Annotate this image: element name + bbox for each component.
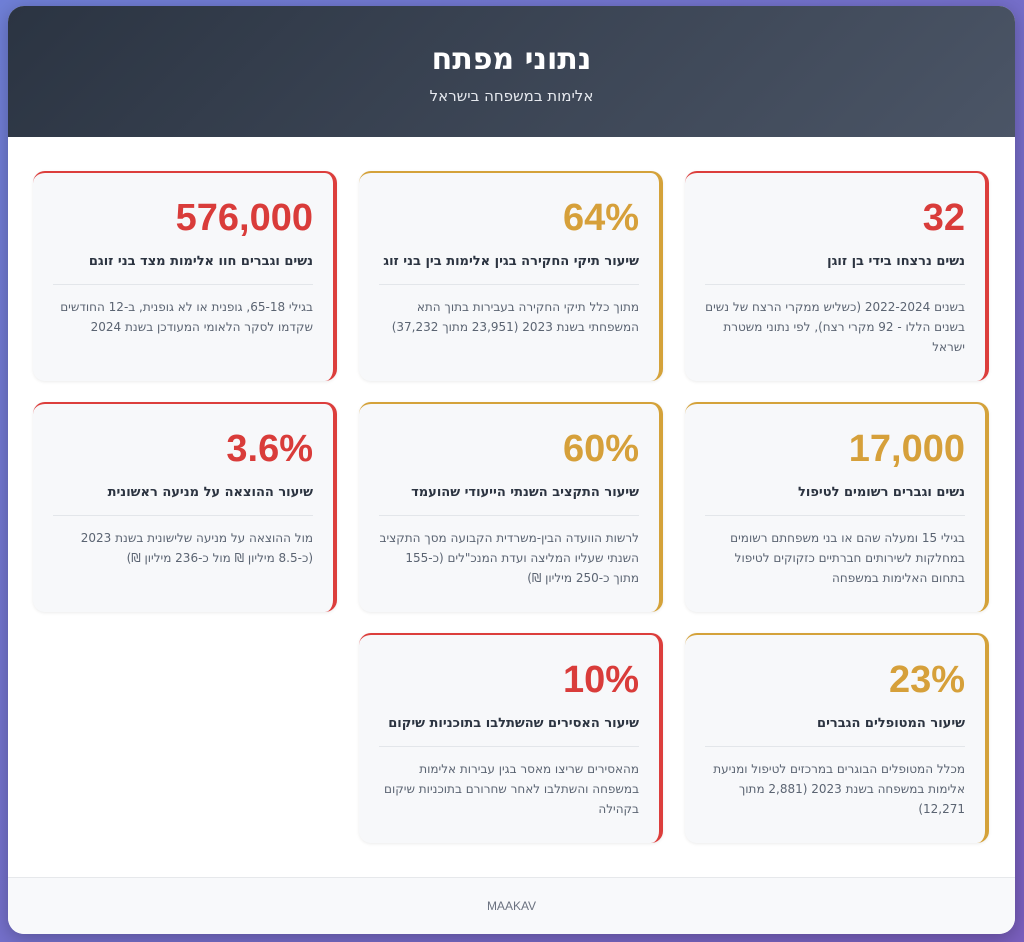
stat-card-registered-treatment: 17,000 נשים וגברים רשומים לטיפול בגילי 1… xyxy=(685,402,989,612)
stat-description: בגילי 65-18, גופנית או לא גופנית, ב-12 ה… xyxy=(60,300,313,334)
stat-description: מול ההוצאה על מניעה שלישונית בשנת 2023 (… xyxy=(80,531,313,565)
page-subtitle: אלימות במשפחה בישראל xyxy=(429,87,594,105)
stat-description: מהאסירים שריצו מאסר בגין עבירות אלימות ב… xyxy=(384,762,639,816)
divider xyxy=(705,515,965,516)
stat-card-primary-prevention: 3.6% שיעור ההוצאה על מניעה ראשונית מול ה… xyxy=(33,402,337,612)
stat-description: בגילי 15 ומעלה שהם או בני משפחתם רשומים … xyxy=(730,531,965,585)
stat-title: שיעור ההוצאה על מניעה ראשונית xyxy=(107,485,313,500)
divider xyxy=(705,746,965,747)
stats-grid: 32 נשים נרצחו בידי בן זוגן בשנים 2022-20… xyxy=(8,137,1015,846)
divider xyxy=(705,284,965,285)
stat-card-male-patients: 23% שיעור המטופלים הגברים מכלל המטופלים … xyxy=(685,633,989,843)
stat-value: 10% xyxy=(562,659,639,701)
divider xyxy=(379,746,639,747)
stat-description: לרשות הוועדה הבין-משרדית הקבועה מסך התקצ… xyxy=(379,531,640,585)
divider xyxy=(53,284,313,285)
stat-card-investigation-files: 64% שיעור תיקי החקירה בגין אלימות בין בנ… xyxy=(359,171,663,381)
stat-value: 3.6% xyxy=(226,428,313,470)
stat-description: בשנים 2022-2024 (כשליש ממקרי הרצח של נשי… xyxy=(705,300,965,354)
footer: MAAKAV xyxy=(8,877,1015,934)
stat-card-rehab-prisoners: 10% שיעור האסירים שהשתלבו בתוכניות שיקום… xyxy=(359,633,663,843)
stat-value: 17,000 xyxy=(848,428,965,470)
stat-description: מתוך כלל תיקי החקירה בעבירות בתוך התא המ… xyxy=(391,300,639,334)
footer-brand: MAAKAV xyxy=(486,899,537,913)
divider xyxy=(379,284,639,285)
stat-value: 60% xyxy=(562,428,639,470)
stat-title: שיעור התקציב השנתי הייעודי שהועמד xyxy=(411,485,639,500)
stat-title: שיעור תיקי החקירה בגין אלימות בין בני זו… xyxy=(383,254,639,269)
stat-title: נשים נרצחו בידי בן זוגן xyxy=(827,254,965,269)
stat-card-murdered-women: 32 נשים נרצחו בידי בן זוגן בשנים 2022-20… xyxy=(685,171,989,381)
stat-value: 32 xyxy=(922,197,965,239)
stat-title: נשים וגברים חוו אלימות מצד בני זוגם xyxy=(88,254,313,269)
stat-card-partner-violence: 576,000 נשים וגברים חוו אלימות מצד בני ז… xyxy=(33,171,337,381)
page-title: נתוני מפתח xyxy=(431,42,592,77)
stat-value: 576,000 xyxy=(175,197,313,239)
header: נתוני מפתח אלימות במשפחה בישראל xyxy=(8,6,1015,137)
divider xyxy=(379,515,639,516)
stat-title: שיעור המטופלים הגברים xyxy=(817,716,965,731)
stat-title: שיעור האסירים שהשתלבו בתוכניות שיקום xyxy=(388,716,639,731)
stat-value: 64% xyxy=(562,197,639,239)
stat-title: נשים וגברים רשומים לטיפול xyxy=(798,485,965,500)
stat-value: 23% xyxy=(888,659,965,701)
stat-description: מכלל המטופלים הבוגרים במרכזים לטיפול ומנ… xyxy=(713,762,965,816)
divider xyxy=(53,515,313,516)
stat-card-annual-budget: 60% שיעור התקציב השנתי הייעודי שהועמד לר… xyxy=(359,402,663,612)
infographic-panel: נתוני מפתח אלימות במשפחה בישראל 32 נשים … xyxy=(8,6,1015,934)
